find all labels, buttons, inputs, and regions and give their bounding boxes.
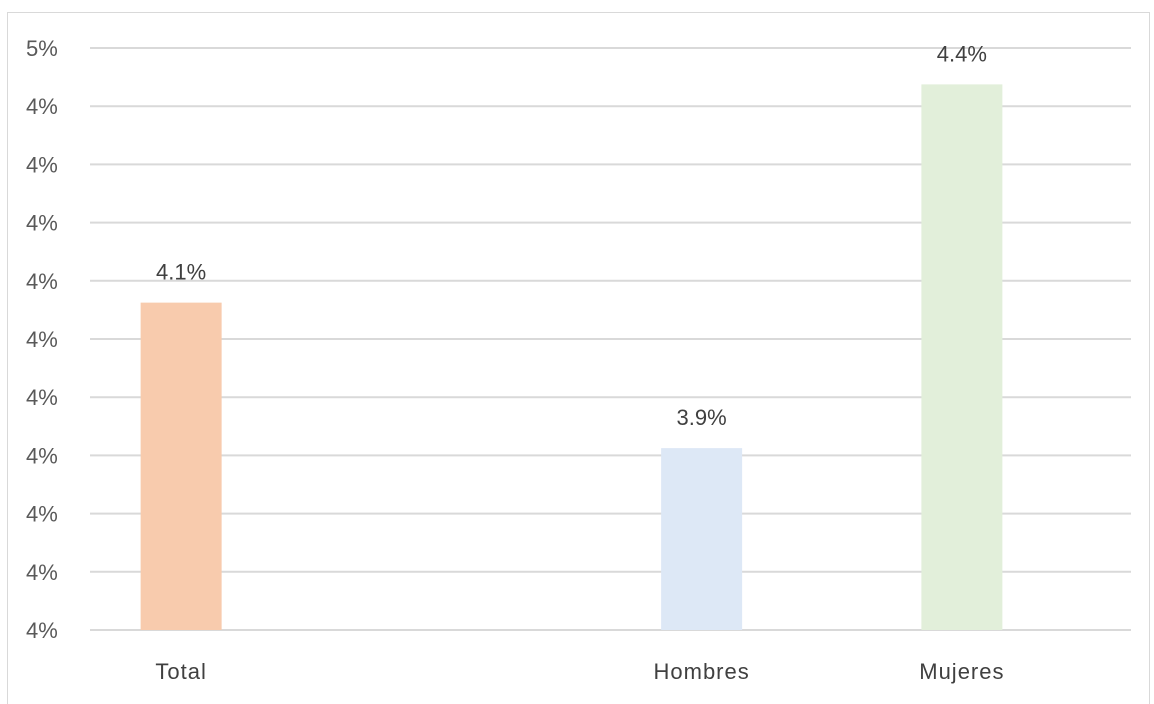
x-axis-labels: Total Hombres Mujeres: [155, 659, 1004, 684]
bar-total: [140, 302, 222, 630]
x-tick-label: Mujeres: [919, 659, 1004, 684]
bar-hombres: [661, 448, 743, 630]
bar-mujeres: [921, 84, 1003, 630]
y-tick-label: 4%: [26, 152, 58, 177]
y-tick-label: 4%: [26, 385, 58, 410]
y-tick-label: 4%: [26, 211, 58, 236]
data-label-hombres: 3.9%: [677, 405, 727, 430]
y-tick-label: 4%: [26, 560, 58, 585]
x-tick-label: Hombres: [654, 659, 750, 684]
data-label-mujeres: 4.4%: [937, 41, 987, 66]
y-tick-label: 4%: [26, 94, 58, 119]
y-tick-label: 4%: [26, 269, 58, 294]
chart-frame: [7, 12, 1150, 704]
y-tick-label: 4%: [26, 618, 58, 643]
y-axis-ticks: 4% 4% 4% 4% 4% 4% 4% 4% 4% 4% 5%: [26, 36, 58, 643]
data-labels: 4.1% 3.9% 4.4%: [156, 41, 987, 430]
data-label-total: 4.1%: [156, 260, 206, 285]
y-tick-label: 4%: [26, 443, 58, 468]
y-tick-label: 5%: [26, 36, 58, 61]
bars: [140, 84, 1003, 630]
y-tick-label: 4%: [26, 327, 58, 352]
y-tick-label: 4%: [26, 502, 58, 527]
x-tick-label: Total: [155, 659, 206, 684]
